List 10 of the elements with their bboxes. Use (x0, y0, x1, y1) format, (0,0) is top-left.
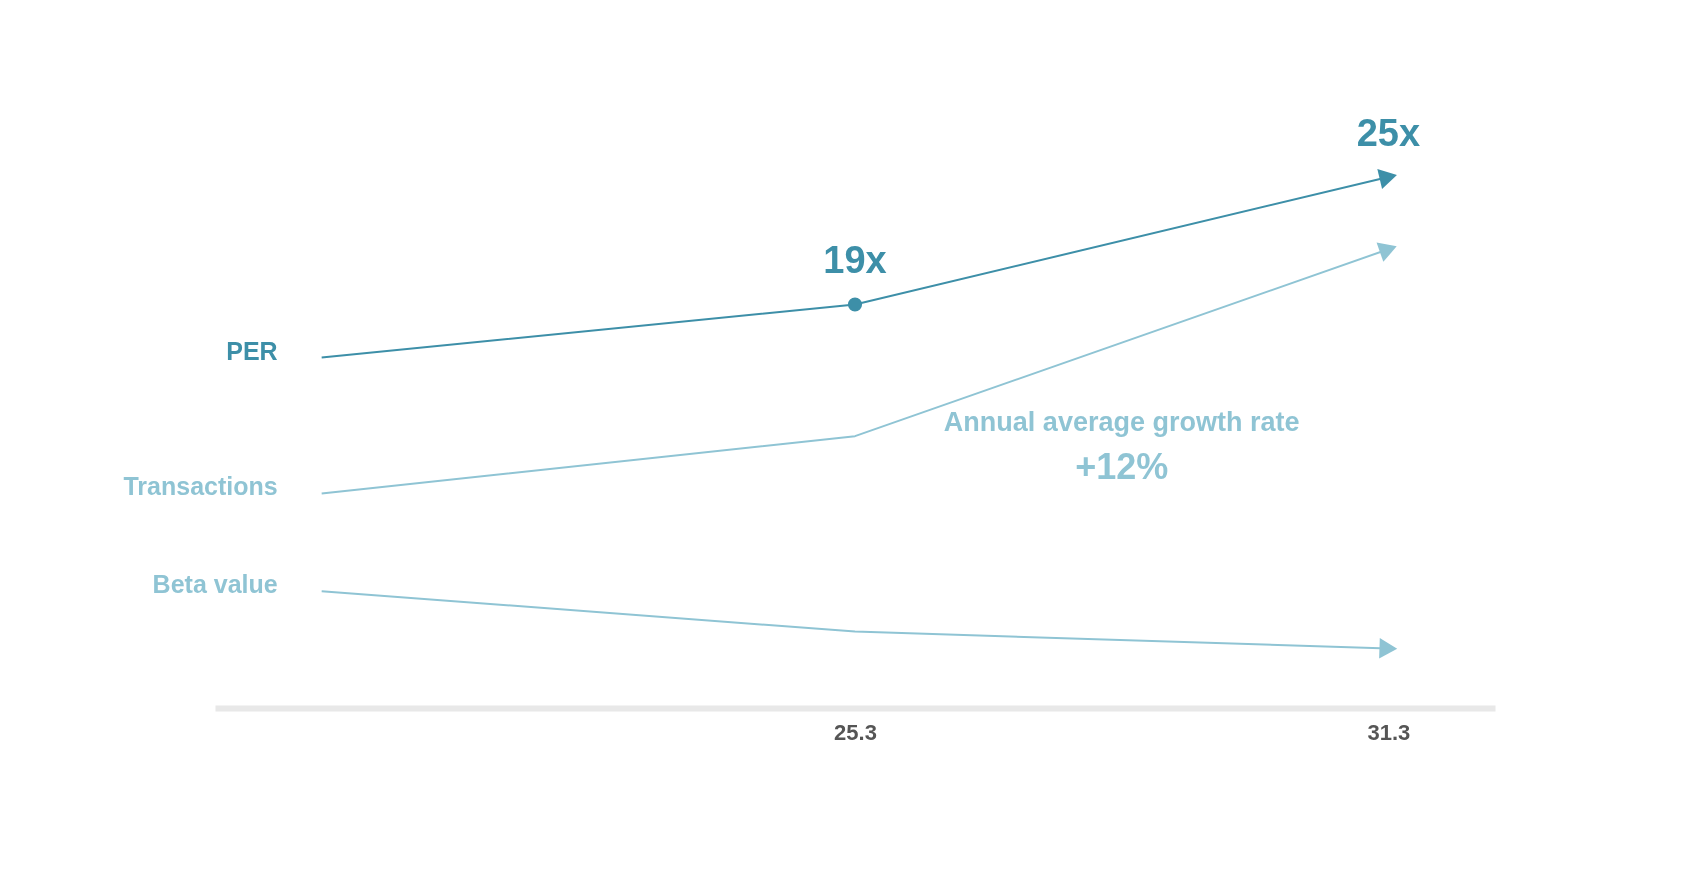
data-label: 25x (1356, 112, 1421, 155)
x-tick-label: 25.3 (834, 719, 877, 745)
point (847, 297, 863, 312)
annotation: +12% (1075, 446, 1169, 487)
x-tick-label: 31.3 (1367, 719, 1411, 745)
annotation: Annual average growth rate (943, 407, 1300, 437)
data-label: 19x (823, 239, 887, 282)
series-label: Beta value (152, 570, 278, 599)
series-label: PER (226, 336, 278, 365)
series-label: Transactions (123, 472, 278, 501)
